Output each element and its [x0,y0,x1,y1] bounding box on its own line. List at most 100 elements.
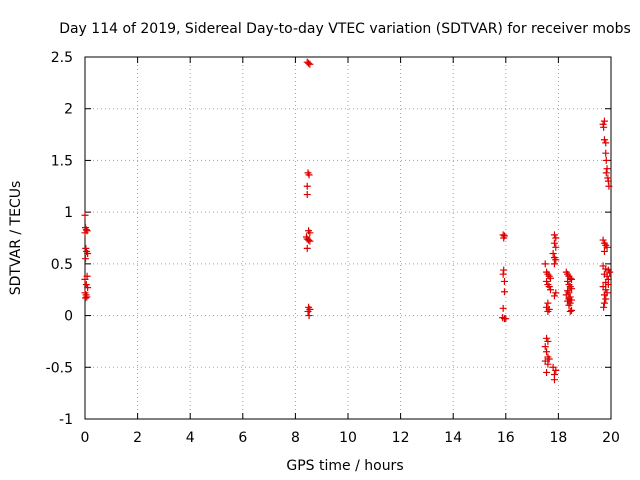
data-point [602,149,610,157]
data-point [564,277,572,285]
chart-title: Day 114 of 2019, Sidereal Day-to-day VTE… [59,21,631,37]
data-point [543,348,551,356]
data-point [81,229,89,237]
x-tick-label: 20 [602,430,620,446]
data-point [303,182,311,190]
data-point [550,239,558,247]
data-point [550,260,558,268]
x-axis-label: GPS time / hours [286,458,403,474]
data-point [303,244,311,252]
data-point [603,272,611,280]
data-point [502,315,510,323]
data-point [552,243,560,251]
data-point [545,283,553,291]
data-point [603,243,611,251]
data-point [565,301,573,309]
data-point [82,255,90,263]
grid-lines [85,57,611,419]
data-point [500,288,508,296]
data-point [600,117,608,125]
data-point [500,277,508,285]
data-point [600,291,608,299]
data-point [547,274,555,282]
data-point [602,169,610,177]
data-point [550,292,558,300]
data-point [606,268,614,276]
data-point [541,343,549,351]
data-point [544,307,552,315]
y-tick-label: -0.5 [46,360,73,376]
data-point [600,247,608,255]
data-point [599,236,607,244]
x-tick-label: 16 [497,430,515,446]
y-axis-label: SDTVAR / TECUs [8,181,24,296]
x-tick-label: 14 [444,430,462,446]
data-point [499,270,507,278]
data-point [552,256,560,264]
data-point [568,306,576,314]
data-point [543,277,551,285]
data-point [547,286,555,294]
x-tick-label: 6 [238,430,247,446]
data-point [566,307,574,315]
data-point [602,295,610,303]
data-point [603,165,611,173]
data-point [305,236,313,244]
data-point [82,244,90,252]
data-point [550,376,558,384]
data-point [83,293,91,301]
data-point [602,156,610,164]
x-tick-label: 0 [81,430,90,446]
data-point [602,139,610,147]
data-point [552,234,560,242]
data-point [541,260,549,268]
data-point [303,191,311,199]
data-point [568,296,576,304]
data-point [600,123,608,131]
axis-ticks: 0 2 4 6 8 10 12 14 16 18 20 -1 -0.5 0 0.5 1 1.5 2 2.5 [46,50,620,446]
y-tick-label: 0 [64,309,73,325]
data-point [544,337,552,345]
y-tick-label: 1 [64,205,73,221]
data-point [500,234,508,242]
data-point [604,281,612,289]
data-point [306,237,314,245]
data-point [562,291,570,299]
data-point [568,275,576,283]
data-point [568,285,576,293]
x-tick-label: 2 [133,430,142,446]
data-point [552,289,560,297]
data-point [305,59,313,67]
y-tick-label: -1 [59,412,73,428]
data-points [81,58,614,384]
data-point [306,229,314,237]
data-point [545,355,553,363]
data-point [600,303,608,311]
data-point [305,312,313,320]
x-tick-label: 18 [549,430,567,446]
x-tick-label: 8 [291,430,300,446]
data-point [550,231,558,239]
data-point [81,275,89,283]
data-point [543,334,551,342]
data-point [605,182,613,190]
y-tick-label: 2 [64,102,73,118]
data-point [543,368,551,376]
data-point [305,171,313,179]
data-point [84,284,92,292]
data-point [600,136,608,144]
y-tick-label: 1.5 [51,153,73,169]
x-tick-label: 12 [392,430,410,446]
data-point [552,366,560,374]
data-point [304,307,312,315]
y-tick-label: 0.5 [51,257,73,273]
data-point [84,250,92,258]
data-point [600,299,608,307]
data-point [82,294,90,302]
x-tick-label: 10 [339,430,357,446]
data-point [499,304,507,312]
data-point [544,299,552,307]
y-tick-label: 2.5 [51,50,73,66]
data-point [544,360,552,368]
